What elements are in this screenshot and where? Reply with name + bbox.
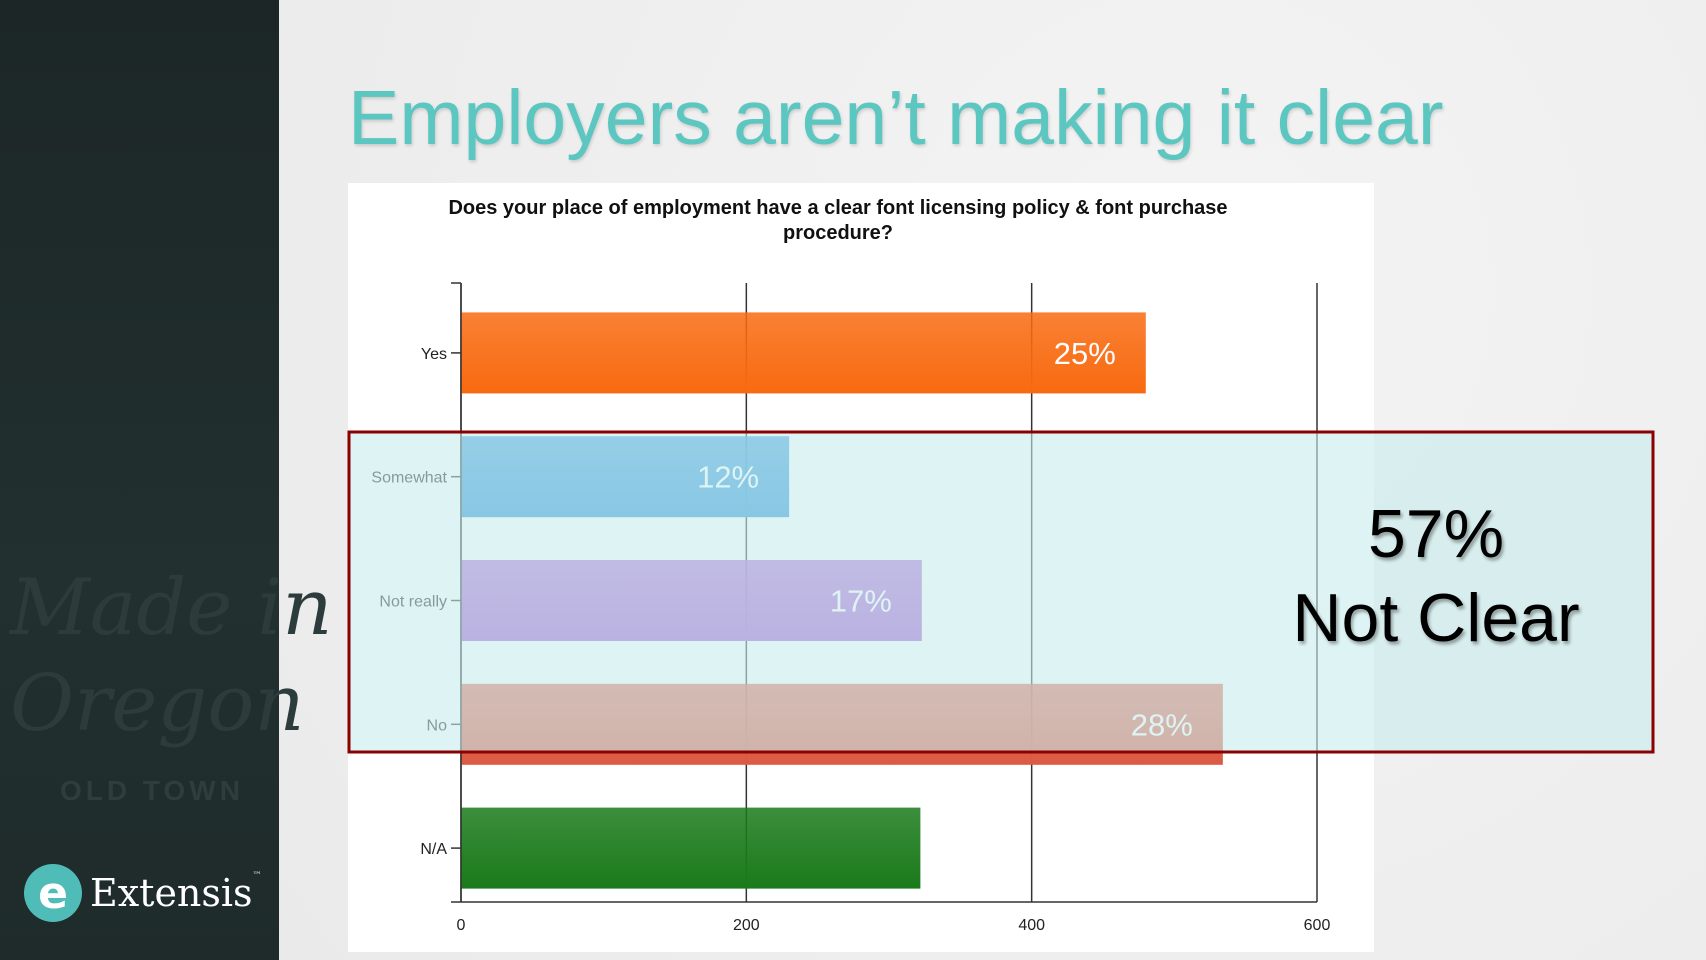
sidebar-sign-art: Made in Oregon xyxy=(10,560,332,752)
data-label: 25% xyxy=(1054,336,1116,371)
bar xyxy=(461,312,1146,394)
callout: 57% Not Clear xyxy=(1266,492,1606,660)
sign-old-town: OLD TOWN xyxy=(60,775,244,806)
x-tick-label: 600 xyxy=(1304,917,1331,934)
chart-title-line: Does your place of employment have a cle… xyxy=(448,197,1228,219)
x-tick-label: 200 xyxy=(733,917,760,934)
chart-title-line: procedure? xyxy=(782,222,894,244)
y-tick-label: Yes xyxy=(421,346,447,363)
chart-title: Does your place of employment have a cle… xyxy=(338,196,1338,246)
extensis-logo-icon: e xyxy=(24,864,82,922)
sign-text: Oregon xyxy=(10,659,305,749)
highlight-box xyxy=(347,430,1655,754)
x-tick-label: 400 xyxy=(1018,917,1045,934)
extensis-logo: e Extensis™ xyxy=(24,864,262,922)
x-tick-label: 0 xyxy=(457,917,466,934)
sidebar-photo: Made in Oregon OLD TOWN e Extensis™ xyxy=(0,0,332,960)
slide-title: Employers aren’t making it clear xyxy=(348,75,1444,161)
sign-text: Made in xyxy=(10,563,333,653)
callout-percent: 57% xyxy=(1367,496,1505,572)
y-tick-label: N/A xyxy=(420,841,447,858)
callout-label: Not Clear xyxy=(1292,580,1580,656)
bar xyxy=(461,807,921,889)
logo-text: Extensis xyxy=(90,871,253,915)
logo-trademark: ™ xyxy=(252,871,262,881)
